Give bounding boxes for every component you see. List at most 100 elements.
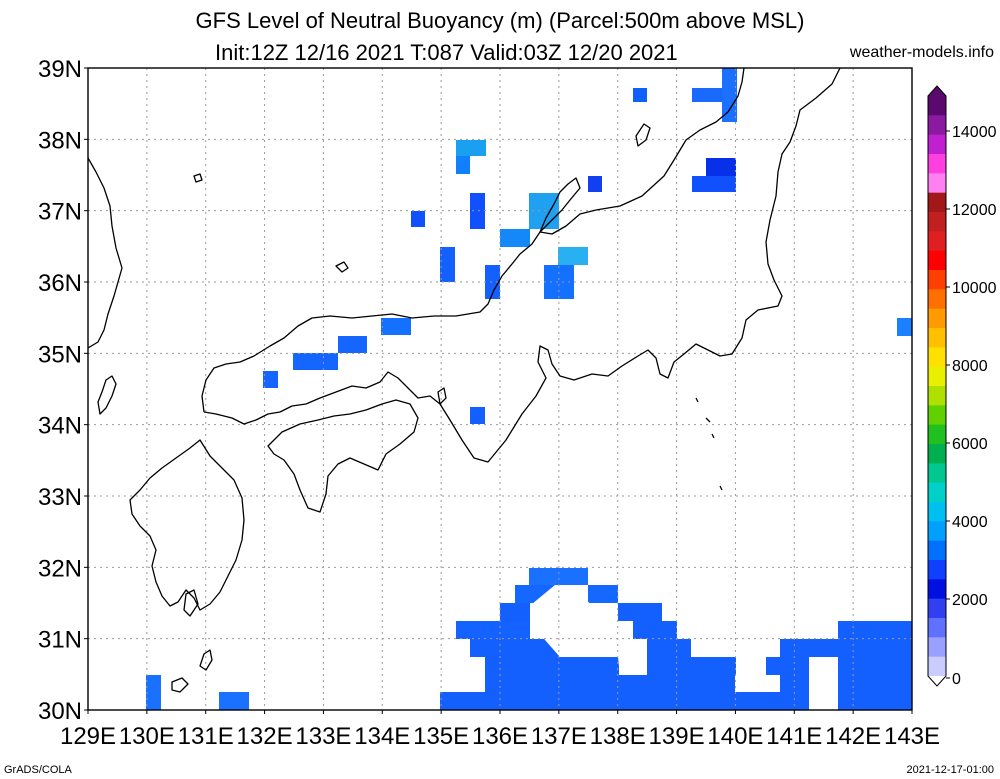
colorbar-swatch — [928, 270, 946, 290]
colorbar-swatch — [928, 154, 946, 174]
colorbar — [927, 85, 947, 687]
longitude-label: 142E — [825, 723, 881, 750]
longitude-label: 130E — [119, 723, 175, 750]
coast-honshu-east — [203, 68, 841, 463]
coastlines — [88, 68, 841, 693]
lnb-cell — [263, 371, 278, 388]
latitude-label: 38N — [38, 127, 82, 154]
lnb-cell — [588, 585, 618, 603]
coast-sado — [635, 123, 651, 147]
footer-software: GrADS/COLA — [4, 764, 72, 776]
latitude-label: 34N — [38, 413, 82, 440]
colorbar-swatch — [928, 502, 946, 522]
graticule — [88, 68, 912, 710]
latitude-label: 31N — [38, 627, 82, 654]
colorbar-swatch — [928, 366, 946, 387]
longitude-label: 139E — [649, 723, 705, 750]
lnb-cell — [500, 229, 530, 247]
colorbar-label: 4000 — [952, 514, 988, 531]
lnb-cell — [838, 675, 912, 693]
colorbar-outline — [927, 85, 947, 687]
longitude-label: 131E — [178, 723, 234, 750]
colorbar-swatch — [928, 482, 946, 503]
coast-awaji — [437, 387, 447, 405]
latitude-label: 37N — [38, 199, 82, 226]
colorbar-label: 8000 — [952, 358, 988, 375]
colorbar-swatch — [928, 173, 946, 194]
lnb-cell — [618, 603, 662, 621]
lnb-cell — [633, 621, 677, 639]
longitude-label: 134E — [354, 723, 410, 750]
longitude-label: 136E — [472, 723, 528, 750]
lnb-cell — [692, 176, 736, 192]
lnb-cell — [706, 158, 736, 178]
colorbar-swatch — [928, 192, 946, 213]
map-subtitle: Init:12Z 12/16 2021 T:087 Valid:03Z 12/2… — [215, 40, 678, 65]
latitude-label: 32N — [38, 555, 82, 582]
coast-tanegashima — [183, 589, 199, 617]
colorbar-swatch — [928, 308, 946, 329]
lnb-field — [146, 68, 912, 710]
lnb-cell — [470, 407, 485, 424]
lnb-cell — [558, 247, 588, 265]
longitude-label: 137E — [531, 723, 587, 750]
lnb-cell — [485, 675, 735, 693]
coast-islet-dokdo — [193, 173, 203, 183]
colorbar-swatch — [928, 618, 946, 638]
lnb-cell — [219, 692, 249, 710]
latitude-label: 35N — [38, 341, 82, 368]
coast-shikoku — [267, 399, 419, 513]
lnb-cell — [529, 568, 588, 585]
colorbar-swatch — [928, 231, 946, 252]
colorbar-swatch — [928, 405, 946, 426]
coast-korea — [88, 157, 123, 349]
colorbar-swatch — [928, 386, 946, 406]
lnb-cell — [381, 318, 411, 335]
coast-izu-islands — [695, 397, 723, 491]
colorbar-swatch — [928, 328, 946, 348]
colorbar-swatch — [928, 637, 946, 658]
colorbar-swatch — [928, 560, 946, 580]
colorbar-label: 6000 — [952, 436, 988, 453]
site-credit: weather-models.info — [849, 44, 994, 61]
coast-oki — [335, 261, 349, 273]
coast-kyushu — [129, 439, 245, 611]
lnb-cell — [838, 621, 912, 639]
lnb-cell — [456, 621, 530, 639]
coast-amami — [199, 649, 213, 671]
colorbar-swatch — [928, 521, 946, 542]
lnb-cell — [692, 88, 722, 102]
colorbar-swatch — [928, 212, 946, 232]
coast-noto — [539, 177, 581, 233]
lnb-cell — [440, 247, 455, 282]
coast-tsushima — [97, 375, 117, 415]
lnb-cell — [722, 68, 737, 122]
colorbar-label: 0 — [952, 671, 961, 688]
lnb-gap — [736, 657, 766, 675]
lnb-cell — [146, 675, 161, 710]
lnb-cell — [293, 353, 338, 370]
colorbar-swatch — [928, 579, 946, 600]
colorbar-swatch — [928, 289, 946, 310]
latitude-label: 36N — [38, 270, 82, 297]
coast-honshu-north — [201, 111, 729, 413]
colorbar-label: 2000 — [952, 592, 988, 609]
lnb-cell — [456, 140, 486, 156]
colorbar-min-triangle — [928, 676, 946, 686]
lnb-cell — [633, 88, 647, 102]
colorbar-swatch — [928, 656, 946, 677]
colorbar-label: 10000 — [952, 280, 997, 297]
latitude-labels: 39N 38N 37N 36N 35N 34N 33N 32N 31N 30N — [38, 56, 88, 725]
colorbar-swatch — [928, 250, 946, 271]
longitude-label: 140E — [707, 723, 763, 750]
colorbar-labels: 14000 12000 10000 8000 6000 4000 2000 0 — [946, 124, 997, 688]
lnb-cell — [588, 176, 602, 192]
colorbar-swatch — [928, 347, 946, 368]
lnb-cell — [838, 657, 912, 675]
longitude-label: 133E — [295, 723, 351, 750]
colorbar-swatch — [928, 444, 946, 464]
colorbar-swatch — [928, 598, 946, 619]
lnb-cell — [500, 603, 530, 621]
lnb-gap — [530, 585, 640, 675]
